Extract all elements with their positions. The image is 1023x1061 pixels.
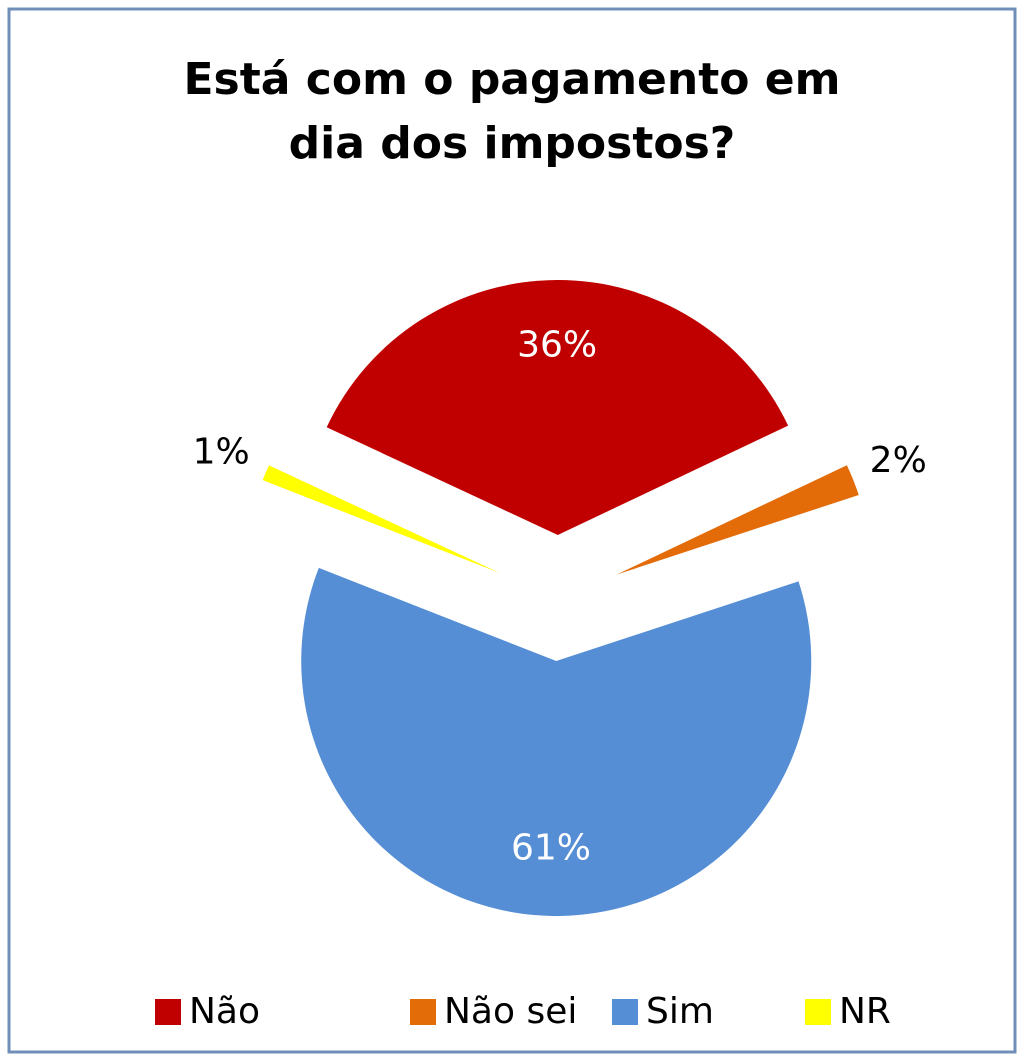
chart-border	[7, 7, 1017, 1054]
data-label: 61%	[511, 828, 591, 869]
pie-slice	[301, 567, 812, 916]
legend-swatch	[612, 999, 638, 1025]
legend-label: Sim	[646, 991, 714, 1032]
legend-label: Não sei	[444, 991, 577, 1032]
legend-swatch	[805, 999, 831, 1025]
legend-swatch	[155, 999, 181, 1025]
legend-label: NR	[839, 991, 891, 1032]
data-label: 36%	[517, 324, 597, 365]
data-label: 1%	[193, 432, 250, 473]
pie-slice	[262, 465, 501, 574]
chart-title: Está com o pagamento em dia dos impostos…	[183, 54, 841, 169]
pie-slice	[326, 280, 789, 536]
legend-swatch	[410, 999, 436, 1025]
legend-label: Não	[189, 991, 260, 1032]
data-label: 2%	[870, 440, 927, 481]
pie-slice	[616, 465, 859, 575]
